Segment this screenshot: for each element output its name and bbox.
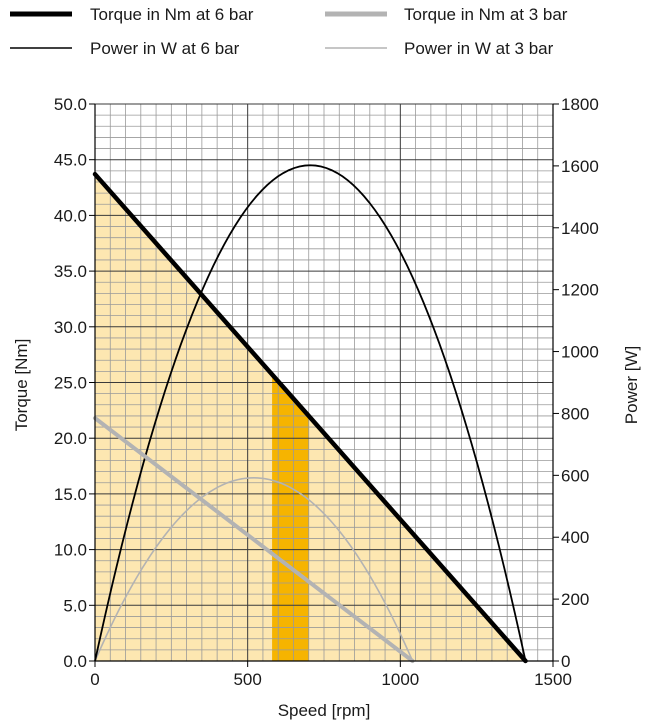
y-left-tick-label: 35.0 [54, 262, 87, 281]
series-lines [92, 164, 528, 664]
y-right-tick-label: 400 [561, 528, 589, 547]
y-right-tick-label: 1000 [561, 343, 599, 362]
y-left-tick-label: 50.0 [54, 95, 87, 114]
y-left-tick-label: 15.0 [54, 485, 87, 504]
y-left-tick-label: 20.0 [54, 429, 87, 448]
legend: Torque in Nm at 6 bar Torque in Nm at 3 b… [10, 5, 568, 58]
x-tick-label: 1500 [534, 670, 572, 689]
axes: 0.0 5.0 10.0 15.0 20.0 25.0 30.0 35.0 40.0 45.0 50… [54, 95, 599, 689]
y-left-tick-label: 25.0 [54, 374, 87, 393]
y-right-tick-label: 1400 [561, 219, 599, 238]
y-left-tick-label: 45.0 [54, 151, 87, 170]
series-torque-in-nm-at-3-bar [93, 416, 415, 663]
x-axis-title: Speed [rpm] [278, 701, 371, 720]
legend-label: Torque in Nm at 6 bar [90, 5, 254, 24]
y-axis-right-title: Power [W] [622, 346, 641, 424]
grid [94, 103, 554, 662]
y-right-tick-label: 800 [561, 404, 589, 423]
y-right-tick-label: 200 [561, 590, 589, 609]
y-left-tick-label: 40.0 [54, 206, 87, 225]
legend-label: Torque in Nm at 3 bar [404, 5, 568, 24]
y-left-tick-label: 5.0 [63, 596, 87, 615]
y-right-tick-label: 1800 [561, 95, 599, 114]
series-power-in-w-at-6-bar [94, 164, 527, 662]
y-right-tick-label: 600 [561, 466, 589, 485]
y-axis-left-title: Torque [Nm] [12, 339, 31, 432]
y-right-tick-label: 1200 [561, 281, 599, 300]
y-left-tick-label: 30.0 [54, 318, 87, 337]
legend-label: Power in W at 6 bar [90, 39, 240, 58]
legend-label: Power in W at 3 bar [404, 39, 554, 58]
series-torque-in-nm-at-6-bar [92, 171, 528, 664]
x-tick-label: 1000 [381, 670, 419, 689]
y-left-tick-label: 0.0 [63, 652, 87, 671]
x-tick-label: 0 [90, 670, 99, 689]
x-tick-label: 500 [233, 670, 261, 689]
y-left-tick-label: 10.0 [54, 541, 87, 560]
series-power-in-w-at-3-bar [94, 477, 414, 662]
y-right-tick-label: 1600 [561, 157, 599, 176]
highlight-band [272, 374, 309, 661]
y-right-tick-label: 0 [561, 652, 570, 671]
